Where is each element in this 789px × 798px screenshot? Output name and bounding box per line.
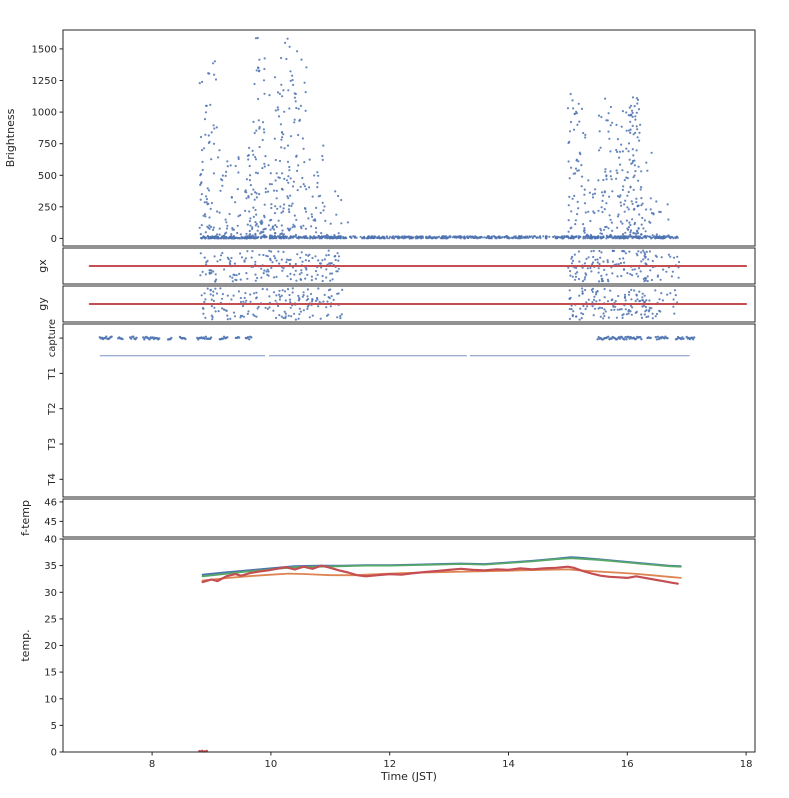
ytick-label: T4: [47, 473, 58, 486]
ylabel-temp: temp.: [19, 629, 32, 661]
xtick-label: 16: [621, 759, 634, 770]
ytick-label: 20: [44, 641, 57, 652]
xtick-label: 18: [740, 759, 753, 770]
ylabel-gx: gx: [36, 259, 49, 273]
xtick-label: 14: [502, 759, 515, 770]
ytick-label: 30: [44, 588, 57, 599]
ytick-label: 1250: [32, 76, 57, 87]
ytick-label: 15: [44, 668, 57, 679]
panel-capture: capture T1 T2 T3 T4: [47, 319, 756, 498]
panel-ftemp: 46 45 f-temp: [19, 497, 756, 538]
ytick-label: 1500: [32, 44, 57, 55]
xlabel: Time (JST): [380, 770, 437, 783]
series-temp-sensor-3: [201, 568, 682, 582]
panel-gy: gy: [36, 285, 756, 323]
ytick-label: 500: [38, 171, 57, 182]
x-axis: 8 10 12 14 16 18 Time (JST): [149, 752, 753, 783]
ytick-label: 35: [44, 561, 57, 572]
ytick-label: 0: [51, 234, 57, 245]
ytick-label: 750: [38, 139, 57, 150]
panel-temp: 0 5 10 15 20 25 30 35 40 temp.: [19, 535, 756, 759]
ylabel-ftemp: f-temp: [19, 500, 32, 536]
xtick-label: 8: [149, 759, 155, 770]
ytick-label: 25: [44, 614, 57, 625]
ytick-label: T1: [47, 367, 58, 380]
series-gx-guide-scatter-3: [659, 253, 681, 281]
ytick-label: 0: [51, 748, 57, 759]
series-flare-events: [198, 36, 670, 240]
series-capture-on: [98, 335, 696, 341]
ytick-label: 40: [44, 535, 57, 546]
panel-ftemp-spine: [62, 498, 756, 538]
xtick-label: 12: [383, 759, 396, 770]
ytick-label: 46: [44, 497, 57, 508]
panel-capture-spine: [62, 323, 756, 498]
xtick-label: 10: [265, 759, 278, 770]
ytick-label: 10: [44, 694, 57, 705]
panel-gy-spine: [62, 285, 756, 323]
ytick-label: 5: [51, 721, 57, 732]
ytick-label: 45: [44, 517, 57, 528]
ytick-label: capture: [47, 319, 58, 357]
panel-brightness-spine: [62, 29, 756, 247]
ytick-label: T3: [47, 438, 58, 451]
ytick-label: 1000: [32, 108, 57, 119]
ytick-label: 250: [38, 202, 57, 213]
panel-gx: gx: [36, 247, 756, 285]
ytick-label: T2: [47, 402, 58, 415]
series-gx-guide-scatter-2: [567, 249, 660, 283]
series-gy-guide-scatter-1: [200, 287, 344, 321]
panel-gx-spine: [62, 247, 756, 285]
series-gy-guide-scatter-3: [659, 289, 679, 315]
ylabel-brightness: Brightness: [4, 108, 17, 167]
panel-brightness: 0 250 500 750 1000 1250 1500 Brightness: [4, 29, 756, 247]
series-temp-sensor-4: [201, 564, 679, 585]
ylabel-gy: gy: [36, 297, 49, 311]
